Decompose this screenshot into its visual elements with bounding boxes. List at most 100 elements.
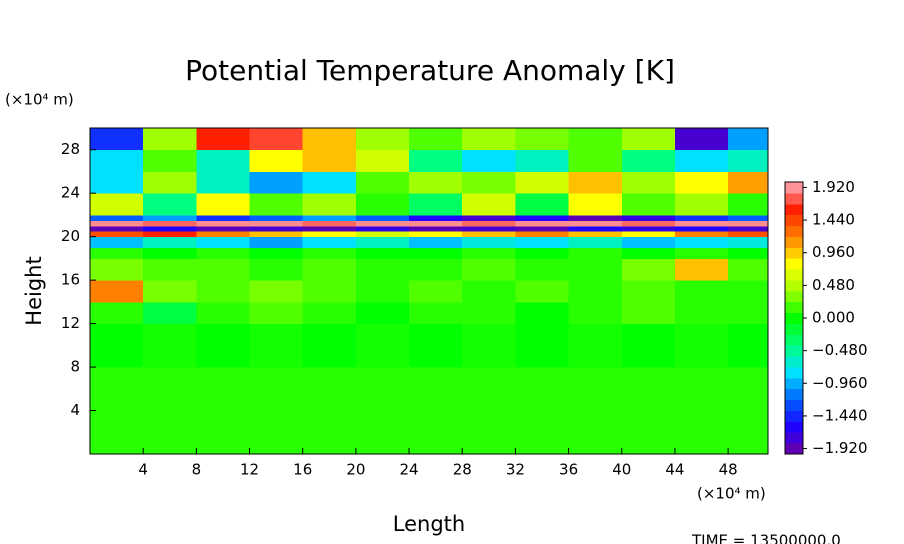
heatmap-cell <box>355 193 410 216</box>
heatmap-cell <box>515 258 570 281</box>
heatmap-cell <box>728 323 769 368</box>
heatmap-cell <box>621 220 676 227</box>
colorbar-tick-label: −1.920 <box>812 439 868 457</box>
colorbar-band <box>785 182 803 194</box>
x-tick-label: 40 <box>612 461 631 479</box>
heatmap-cell <box>355 231 410 238</box>
heatmap-cell <box>515 247 570 259</box>
heatmap-cell <box>674 128 729 151</box>
heatmap-cell <box>621 301 676 325</box>
heatmap-cell <box>674 220 729 227</box>
heatmap-cell <box>355 171 410 194</box>
heatmap-cell <box>728 128 769 151</box>
heatmap-cell <box>621 236 676 249</box>
chart-title: Potential Temperature Anomaly [K] <box>185 54 675 87</box>
colorbar-band <box>785 399 803 411</box>
heatmap-cell <box>621 367 676 455</box>
heatmap-cell <box>249 301 304 325</box>
heatmap-cell <box>728 214 769 221</box>
heatmap-cell <box>302 128 357 151</box>
heatmap-cell <box>143 280 197 303</box>
heatmap-cell <box>249 323 304 368</box>
heatmap-cell <box>90 258 144 281</box>
heatmap-cell <box>462 247 516 259</box>
heatmap-cell <box>409 258 463 281</box>
x-tick-label: 16 <box>293 461 312 479</box>
heatmap-cell <box>90 214 144 221</box>
heatmap-cell <box>674 214 729 221</box>
heatmap-cell <box>621 149 676 172</box>
heatmap-cell <box>462 225 516 232</box>
heatmap-cell <box>355 258 410 281</box>
heatmap-cell <box>515 128 570 151</box>
heatmap-cell <box>249 220 304 227</box>
heatmap-cell <box>568 214 623 221</box>
heatmap-cell <box>355 220 410 227</box>
heatmap-cell <box>409 280 463 303</box>
heatmap-cell <box>462 171 516 194</box>
heatmap-cell <box>674 301 729 325</box>
heatmap-cell <box>728 225 769 232</box>
heatmap-cell <box>568 171 623 194</box>
heatmap-cell <box>674 258 729 281</box>
heatmap-cell <box>90 225 144 232</box>
heatmap-cell <box>196 171 251 194</box>
heatmap-cell <box>728 220 769 227</box>
heatmap-cell <box>249 367 304 455</box>
heatmap-cell <box>462 220 516 227</box>
heatmap-cell <box>143 301 197 325</box>
heatmap-cell <box>143 214 197 221</box>
heatmap-cell <box>90 247 144 259</box>
heatmap-cell <box>409 301 463 325</box>
colorbar-band <box>785 421 803 433</box>
heatmap-cell <box>302 225 357 232</box>
heatmap-cell <box>462 128 516 151</box>
colorbar-band <box>785 345 803 357</box>
heatmap-cell <box>302 280 357 303</box>
heatmap-cell <box>143 171 197 194</box>
heatmap-cell <box>462 323 516 368</box>
heatmap-cell <box>515 193 570 216</box>
heatmap-cell <box>409 323 463 368</box>
heatmap-cell <box>302 214 357 221</box>
heatmap-cell <box>728 247 769 259</box>
heatmap-cell <box>143 220 197 227</box>
heatmap-cell <box>249 149 304 172</box>
heatmap-cell <box>355 225 410 232</box>
heatmap-cell <box>568 280 623 303</box>
heatmap-cell <box>143 231 197 238</box>
heatmap-cell <box>302 231 357 238</box>
heatmap-cell <box>515 214 570 221</box>
heatmap-cell <box>143 128 197 151</box>
heatmap-cell <box>674 367 729 455</box>
heatmap-cell <box>302 367 357 455</box>
colorbar-band <box>785 301 803 314</box>
colorbar-band <box>785 192 803 205</box>
heatmap-cell <box>196 214 251 221</box>
heatmap-cell <box>462 367 516 455</box>
colorbar-band <box>785 269 803 281</box>
heatmap-cell <box>568 367 623 455</box>
heatmap-cell <box>143 225 197 232</box>
heatmap-cell <box>409 214 463 221</box>
y-tick-label: 20 <box>61 227 80 245</box>
colorbar-tick-label: 1.920 <box>812 178 855 196</box>
colorbar-band <box>785 323 803 335</box>
heatmap-cell <box>355 247 410 259</box>
heatmap-cell <box>90 149 144 172</box>
heatmap-cell <box>409 236 463 249</box>
heatmap-cell <box>355 301 410 325</box>
heatmap-cell <box>355 214 410 221</box>
x-axis-title: Length <box>393 512 465 536</box>
heatmap-cell <box>90 171 144 194</box>
y-tick-label: 16 <box>61 271 80 289</box>
y-tick-label: 24 <box>61 184 80 202</box>
colorbar-band <box>785 366 803 379</box>
heatmap-cell <box>674 231 729 238</box>
heatmap-cell <box>621 280 676 303</box>
heatmap-cell <box>90 323 144 368</box>
colorbar-band <box>785 258 803 270</box>
heatmap-cell <box>621 171 676 194</box>
heatmap-cell <box>355 367 410 455</box>
heatmap-cell <box>196 367 251 455</box>
